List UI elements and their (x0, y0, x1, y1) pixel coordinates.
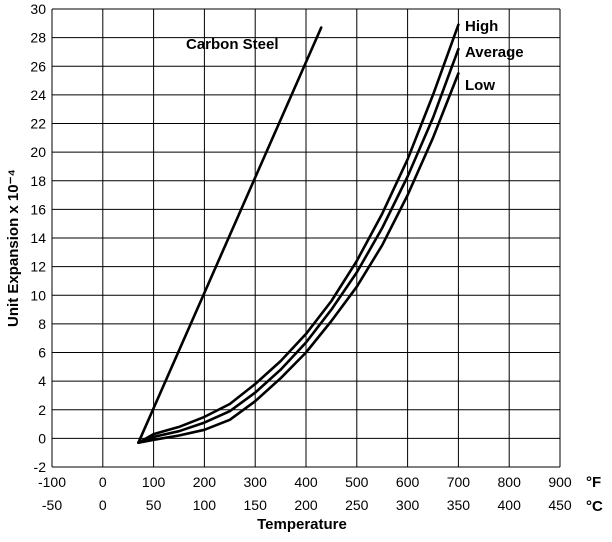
x-tick-label-c: 100 (193, 497, 217, 513)
x-tick-label-c: 250 (345, 497, 369, 513)
series-label: Average (465, 44, 524, 61)
x-tick-label-f: 500 (345, 474, 369, 490)
y-tick-label: 14 (30, 230, 46, 246)
y-tick-label: 22 (30, 116, 46, 132)
x-tick-label-f: 800 (498, 474, 522, 490)
y-tick-label: 20 (30, 144, 46, 160)
x-tick-label-f: 300 (244, 474, 268, 490)
x-tick-label-c: 350 (447, 497, 471, 513)
y-tick-label: 18 (30, 173, 46, 189)
series-labels: Carbon Steel High Average Low (186, 18, 524, 94)
y-tick-label: 6 (38, 345, 46, 361)
x-tick-label-c: 200 (294, 497, 318, 513)
series-line (137, 72, 460, 444)
series-line (137, 23, 460, 444)
y-tick-label: 2 (38, 402, 46, 418)
y-axis-label: Unit Expansion x 10⁻⁴ (5, 169, 22, 327)
x-axis-label: Temperature (257, 516, 347, 533)
x-tick-label-c: -50 (42, 497, 62, 513)
x-unit-primary: °F (586, 474, 601, 491)
x-tick-label-c: 150 (244, 497, 268, 513)
y-tick-label: 8 (38, 316, 46, 332)
x-tick-label-f: 700 (447, 474, 471, 490)
x-tick-label-c: 400 (498, 497, 522, 513)
y-tick-label: 30 (30, 1, 46, 17)
y-tick-label: 26 (30, 58, 46, 74)
tick-labels: -2024681012141618202224262830-100-500010… (30, 1, 571, 513)
x-unit-secondary: °C (586, 498, 603, 515)
x-tick-label-f: -100 (38, 474, 66, 490)
y-tick-label: 0 (38, 430, 46, 446)
y-tick-label: 4 (38, 373, 46, 389)
y-tick-label: 16 (30, 201, 46, 217)
x-tick-label-c: 450 (548, 497, 572, 513)
x-tick-label-f: 200 (193, 474, 217, 490)
x-tick-label-f: 0 (99, 474, 107, 490)
x-tick-label-f: 400 (294, 474, 318, 490)
x-tick-label-f: 100 (142, 474, 166, 490)
y-tick-label: 12 (30, 259, 46, 275)
x-tick-label-f: 600 (396, 474, 420, 490)
x-tick-label-c: 300 (396, 497, 420, 513)
y-tick-label: 28 (30, 30, 46, 46)
series-line (137, 26, 323, 444)
y-tick-label: 10 (30, 287, 46, 303)
y-tick-label: 24 (30, 87, 46, 103)
series-label: Low (465, 77, 495, 94)
y-tick-label: -2 (34, 459, 47, 475)
series-line (137, 47, 460, 444)
series-label: Carbon Steel (186, 36, 279, 53)
series-label: High (465, 18, 498, 35)
x-tick-label-c: 0 (99, 497, 107, 513)
x-tick-label-c: 50 (146, 497, 162, 513)
series-curves (137, 23, 460, 444)
x-tick-label-f: 900 (548, 474, 572, 490)
grid (51, 8, 561, 468)
